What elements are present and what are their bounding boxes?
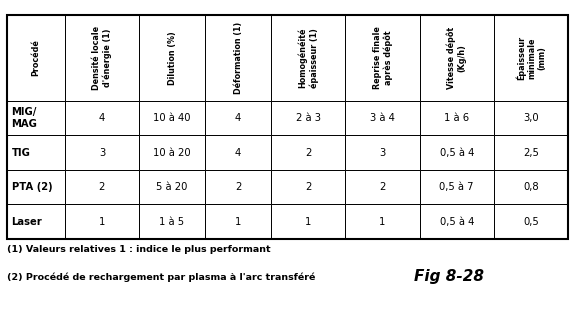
Bar: [494, 136, 568, 170]
Bar: [65, 15, 139, 101]
Bar: [346, 15, 420, 101]
Text: Reprise finale
après dépôt: Reprise finale après dépôt: [373, 26, 393, 89]
Bar: [346, 136, 420, 170]
Bar: [7, 136, 65, 170]
Bar: [7, 101, 65, 136]
Bar: [139, 101, 205, 136]
Text: 0,5: 0,5: [523, 217, 539, 227]
Text: 1: 1: [99, 217, 105, 227]
Text: 1: 1: [305, 217, 312, 227]
Bar: [420, 15, 494, 101]
Text: Procédé: Procédé: [32, 39, 40, 76]
Bar: [420, 204, 494, 239]
Bar: [271, 15, 346, 101]
Text: 0,5 à 7: 0,5 à 7: [439, 182, 474, 192]
Text: Dilution (%): Dilution (%): [167, 31, 177, 85]
Text: 2,5: 2,5: [523, 148, 539, 158]
Text: 2: 2: [380, 182, 386, 192]
Text: MIG/
MAG: MIG/ MAG: [12, 107, 37, 129]
Text: Homogénéité
épaisseur (1): Homogénéité épaisseur (1): [298, 28, 319, 88]
Bar: [139, 170, 205, 204]
Bar: [7, 15, 568, 239]
Bar: [205, 170, 271, 204]
Bar: [65, 101, 139, 136]
Text: 3 à 4: 3 à 4: [370, 113, 395, 123]
Bar: [494, 101, 568, 136]
Text: Épaisseur
minimale
(mm): Épaisseur minimale (mm): [515, 36, 547, 80]
Text: 4: 4: [99, 113, 105, 123]
Bar: [7, 170, 65, 204]
Bar: [271, 101, 346, 136]
Text: 3,0: 3,0: [523, 113, 539, 123]
Text: 4: 4: [235, 148, 242, 158]
Text: Laser: Laser: [12, 217, 42, 227]
Text: Vitesse dépôt
(Kg/h): Vitesse dépôt (Kg/h): [447, 27, 467, 89]
Bar: [7, 15, 65, 101]
Text: 1 à 5: 1 à 5: [159, 217, 185, 227]
Bar: [494, 15, 568, 101]
Bar: [271, 204, 346, 239]
Bar: [420, 170, 494, 204]
Bar: [205, 15, 271, 101]
Bar: [139, 136, 205, 170]
Text: Fig 8-28: Fig 8-28: [414, 269, 484, 284]
Text: 1: 1: [380, 217, 386, 227]
Text: 4: 4: [235, 113, 242, 123]
Text: 2: 2: [305, 182, 312, 192]
Text: TIG: TIG: [12, 148, 30, 158]
Bar: [65, 136, 139, 170]
Bar: [420, 136, 494, 170]
Bar: [420, 101, 494, 136]
Text: (2) Procédé de rechargement par plasma à l'arc transféré: (2) Procédé de rechargement par plasma à…: [7, 272, 315, 282]
Text: PTA (2): PTA (2): [12, 182, 52, 192]
Bar: [205, 101, 271, 136]
Text: 1: 1: [235, 217, 242, 227]
Text: Déformation (1): Déformation (1): [233, 22, 243, 94]
Bar: [65, 204, 139, 239]
Text: 3: 3: [99, 148, 105, 158]
Text: 2 à 3: 2 à 3: [296, 113, 321, 123]
Text: 1 à 6: 1 à 6: [444, 113, 469, 123]
Bar: [346, 101, 420, 136]
Bar: [65, 170, 139, 204]
Bar: [346, 204, 420, 239]
Text: (1) Valeurs relatives 1 : indice le plus performant: (1) Valeurs relatives 1 : indice le plus…: [7, 245, 270, 254]
Text: 10 à 40: 10 à 40: [154, 113, 191, 123]
Text: 5 à 20: 5 à 20: [156, 182, 188, 192]
Bar: [494, 204, 568, 239]
Text: 2: 2: [305, 148, 312, 158]
Text: 3: 3: [380, 148, 386, 158]
Bar: [7, 204, 65, 239]
Text: 10 à 20: 10 à 20: [154, 148, 191, 158]
Text: 0,8: 0,8: [523, 182, 539, 192]
Text: 2: 2: [99, 182, 105, 192]
Text: Densité locale
d'énergie (1): Densité locale d'énergie (1): [92, 26, 112, 90]
Bar: [205, 136, 271, 170]
Bar: [346, 170, 420, 204]
Bar: [205, 204, 271, 239]
Text: 0,5 à 4: 0,5 à 4: [439, 148, 474, 158]
Text: 0,5 à 4: 0,5 à 4: [439, 217, 474, 227]
Bar: [139, 15, 205, 101]
Text: 2: 2: [235, 182, 242, 192]
Bar: [139, 204, 205, 239]
Bar: [271, 136, 346, 170]
Bar: [494, 170, 568, 204]
Bar: [271, 170, 346, 204]
